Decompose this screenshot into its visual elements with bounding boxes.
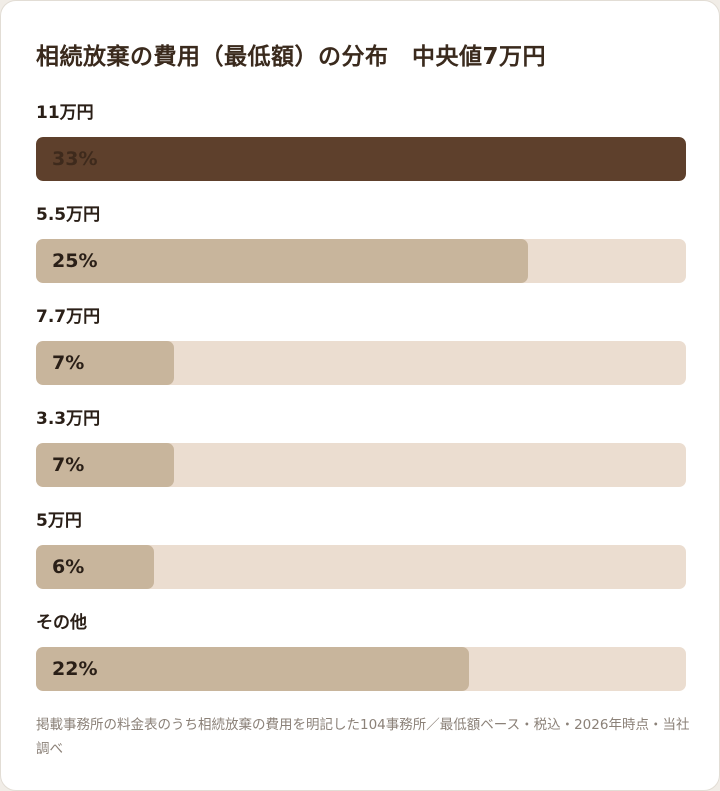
bar-row: 5.5万円 25% [36, 203, 686, 283]
bar-fill [36, 239, 528, 283]
bar-row: 5万円 6% [36, 509, 686, 589]
bar-category-label: 11万円 [36, 103, 94, 123]
bar-category-label: 5.5万円 [36, 205, 101, 225]
chart-title: 相続放棄の費用（最低額）の分布 中央値7万円 [36, 44, 547, 70]
bar-track: 7% [36, 443, 686, 487]
bar-fill [36, 137, 686, 181]
bar-category-label: その他 [36, 613, 87, 633]
bar-fill [36, 545, 154, 589]
bar-value-label: 6% [52, 556, 85, 578]
bar-row: 11万円 33% [36, 101, 686, 181]
bar-category-label: 7.7万円 [36, 307, 101, 327]
bar-fill [36, 647, 469, 691]
bar-row: 7.7万円 7% [36, 305, 686, 385]
bar-track: 7% [36, 341, 686, 385]
source-note: 掲載事務所の料金表のうち相続放棄の費用を明記した104事務所／最低額ベース・税込… [36, 717, 690, 757]
bar-value-label: 7% [52, 352, 85, 374]
bar-track: 22% [36, 647, 686, 691]
bar-fill [36, 341, 174, 385]
bar-row: 3.3万円 7% [36, 407, 686, 487]
bar-value-label: 7% [52, 454, 85, 476]
bar-category-label: 3.3万円 [36, 409, 101, 429]
bar-track: 25% [36, 239, 686, 283]
bar-fill [36, 443, 174, 487]
bar-value-label: 25% [52, 250, 98, 272]
bar-row: その他 22% [36, 611, 686, 691]
bar-track: 6% [36, 545, 686, 589]
bar-value-label: 22% [52, 658, 98, 680]
bar-category-label: 5万円 [36, 511, 82, 531]
bar-track: 33% [36, 137, 686, 181]
bar-value-label: 33% [52, 148, 98, 170]
